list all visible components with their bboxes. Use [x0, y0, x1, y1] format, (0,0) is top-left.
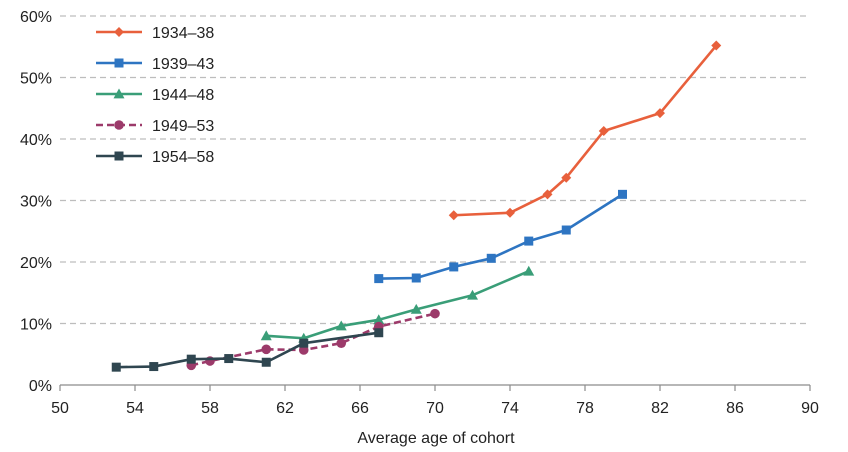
legend-item: 1949–53	[96, 118, 214, 135]
data-point	[711, 40, 722, 51]
data-point	[111, 362, 121, 372]
legend-marker	[114, 58, 124, 68]
series-1	[448, 40, 722, 221]
legend-label: 1939–43	[152, 56, 214, 73]
legend-label: 1954–58	[152, 149, 214, 166]
data-point	[224, 354, 234, 364]
data-point	[486, 253, 496, 263]
y-tick-label: 50%	[20, 71, 52, 88]
legend-marker	[113, 88, 125, 99]
x-tick-label: 90	[801, 400, 819, 417]
x-tick-label: 54	[126, 400, 144, 417]
series-line	[116, 331, 379, 369]
data-point	[523, 265, 535, 276]
legend-item: 1939–43	[96, 56, 214, 73]
legend-marker	[114, 27, 124, 37]
x-axis-title: Average age of cohort	[357, 430, 515, 447]
series-5	[111, 328, 384, 372]
y-tick-label: 60%	[20, 9, 52, 26]
legend-item: 1944–48	[96, 87, 214, 104]
legend-item: 1934–38	[96, 25, 214, 42]
data-point	[524, 236, 534, 246]
y-tick-label: 40%	[20, 132, 52, 149]
data-point	[336, 338, 347, 348]
data-point	[561, 172, 572, 183]
data-point	[655, 108, 665, 119]
legend-item: 1954–58	[96, 149, 214, 166]
x-tick-label: 62	[276, 400, 294, 417]
data-point	[411, 273, 421, 283]
data-point	[261, 357, 271, 367]
data-point	[186, 354, 196, 364]
legend-label: 1944–48	[152, 87, 214, 104]
data-point	[374, 328, 384, 338]
x-tick-label: 58	[201, 400, 219, 417]
legend-marker	[114, 120, 124, 130]
data-point	[561, 225, 571, 235]
data-point	[299, 338, 309, 348]
data-point	[374, 274, 384, 284]
legend-label: 1934–38	[152, 25, 214, 42]
data-point	[448, 210, 459, 221]
legend: 1934–38 1939–43 1944–48 1949–53 1954–58	[96, 25, 214, 166]
series-line	[378, 193, 624, 280]
y-tick-label: 0%	[29, 378, 52, 395]
y-tick-label: 20%	[20, 255, 52, 272]
x-tick-label: 74	[501, 400, 519, 417]
axes: 0% 10% 20% 30% 40% 50% 60% 50 54 58 62 66 70 74 78 82 86…	[20, 9, 819, 417]
series	[111, 40, 722, 372]
y-tick-label: 10%	[20, 317, 52, 334]
x-tick-label: 78	[576, 400, 594, 417]
data-point	[449, 262, 459, 272]
gridlines	[60, 15, 810, 325]
x-tick-label: 70	[426, 400, 444, 417]
data-point	[598, 126, 609, 137]
data-point	[373, 314, 385, 325]
data-point	[261, 344, 272, 355]
data-point	[410, 303, 422, 314]
x-tick-label: 50	[51, 400, 69, 417]
data-point	[335, 320, 347, 331]
x-tick-label: 66	[351, 400, 369, 417]
series-line	[266, 270, 530, 340]
data-point	[618, 189, 627, 199]
x-tick-label: 86	[726, 400, 744, 417]
data-point	[467, 289, 478, 300]
series-2	[374, 189, 627, 284]
data-point	[260, 330, 272, 341]
data-point	[149, 362, 159, 372]
data-point	[542, 189, 553, 200]
y-tick-label: 30%	[20, 194, 52, 211]
data-point	[430, 308, 440, 319]
data-point	[505, 207, 515, 218]
x-tick-label: 82	[651, 400, 669, 417]
legend-marker	[114, 151, 124, 161]
series-line	[453, 44, 718, 217]
legend-label: 1949–53	[152, 118, 214, 135]
